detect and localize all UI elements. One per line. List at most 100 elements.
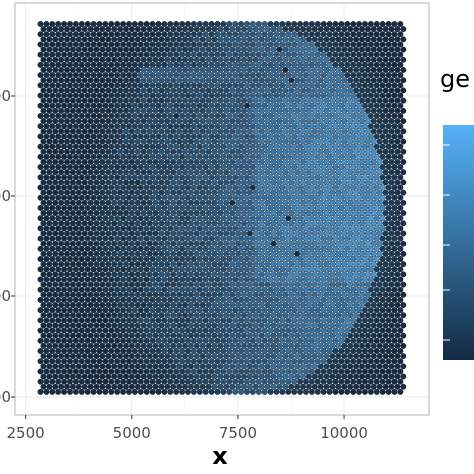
spot-point [282,169,289,176]
spot-point [394,138,401,145]
spot-point [188,118,194,125]
spot-point [67,102,73,109]
spot-point [241,67,247,73]
spot-point [143,153,150,160]
spot-point [70,383,76,390]
spot-point [303,327,309,334]
spot-point [102,225,109,232]
spot-point [255,307,262,314]
spot-point [176,353,183,360]
spot-point [241,118,247,125]
spot-point [217,26,224,33]
spot-point [332,276,339,283]
spot-point [220,307,227,314]
spot-point [202,388,209,395]
spot-point [55,245,62,252]
spot-point [72,113,79,119]
spot-point [190,174,197,181]
spot-point [244,143,250,150]
spot-point [49,358,56,365]
spot-point [258,159,265,165]
spot-point [208,92,215,99]
spot-point [356,235,363,242]
spot-point [126,31,132,38]
spot-point [84,266,91,273]
spot-point [317,261,324,268]
spot-point [84,164,91,170]
spot-point [379,276,386,283]
spot-point [320,368,327,375]
spot-point [134,291,141,298]
spot-point [238,72,245,79]
spot-point [370,230,377,237]
spot-point [129,107,135,114]
spot-point [276,179,283,186]
spot-point [229,322,236,329]
spot-point [356,286,363,293]
spot-point [291,286,298,293]
spot-point [288,353,295,360]
spot-point [176,240,183,247]
spot-point [134,179,141,186]
spot-point [285,235,292,242]
spot-point [161,266,168,273]
spot-point [388,281,395,288]
spot-point [114,215,121,222]
spot-point [264,67,271,73]
spot-point [46,169,53,176]
spot-point [226,72,233,79]
spot-point [81,97,88,104]
spot-point [297,378,304,385]
spot-point [131,164,138,170]
spot-point [75,87,82,94]
spot-point [64,97,70,104]
spot-point [332,123,339,130]
spot-point [323,36,330,43]
spot-point [347,46,354,53]
spot-point [300,56,306,63]
spot-point [394,36,401,43]
spot-point [155,307,162,314]
spot-point [311,36,318,43]
spot-point [261,72,268,79]
spot-point [43,205,50,211]
spot-point [347,240,354,247]
spot-point [164,36,171,43]
spot-point [238,296,245,303]
spot-point [273,215,280,222]
spot-point [108,378,115,385]
spot-point [129,261,135,268]
spot-point [129,118,135,125]
spot-point [288,271,295,278]
spot-point [308,245,315,252]
spot-point [193,179,200,186]
spot-point [294,261,301,268]
spot-point [359,199,365,206]
spot-point [185,388,191,395]
spot-point [353,240,360,247]
spot-point [37,307,44,314]
spot-point [202,245,209,252]
spot-point [55,205,62,211]
spot-point [105,373,112,380]
spot-point [99,230,106,237]
spot-point [185,235,191,242]
spot-point [317,138,324,145]
spot-point [291,72,298,79]
spot-point [202,225,209,232]
spot-point [294,210,301,216]
spot-point [270,128,277,135]
spot-point [258,271,265,278]
spot-point [353,138,360,145]
spot-point [161,296,168,303]
spot-point [373,317,380,324]
spot-point [291,174,298,181]
spot-point [208,256,215,262]
spot-point [185,113,191,119]
spot-point [111,179,118,186]
spot-point [323,148,330,155]
spot-point [255,245,262,252]
spot-point [297,245,304,252]
spot-point [362,164,368,170]
spot-point [75,189,82,196]
